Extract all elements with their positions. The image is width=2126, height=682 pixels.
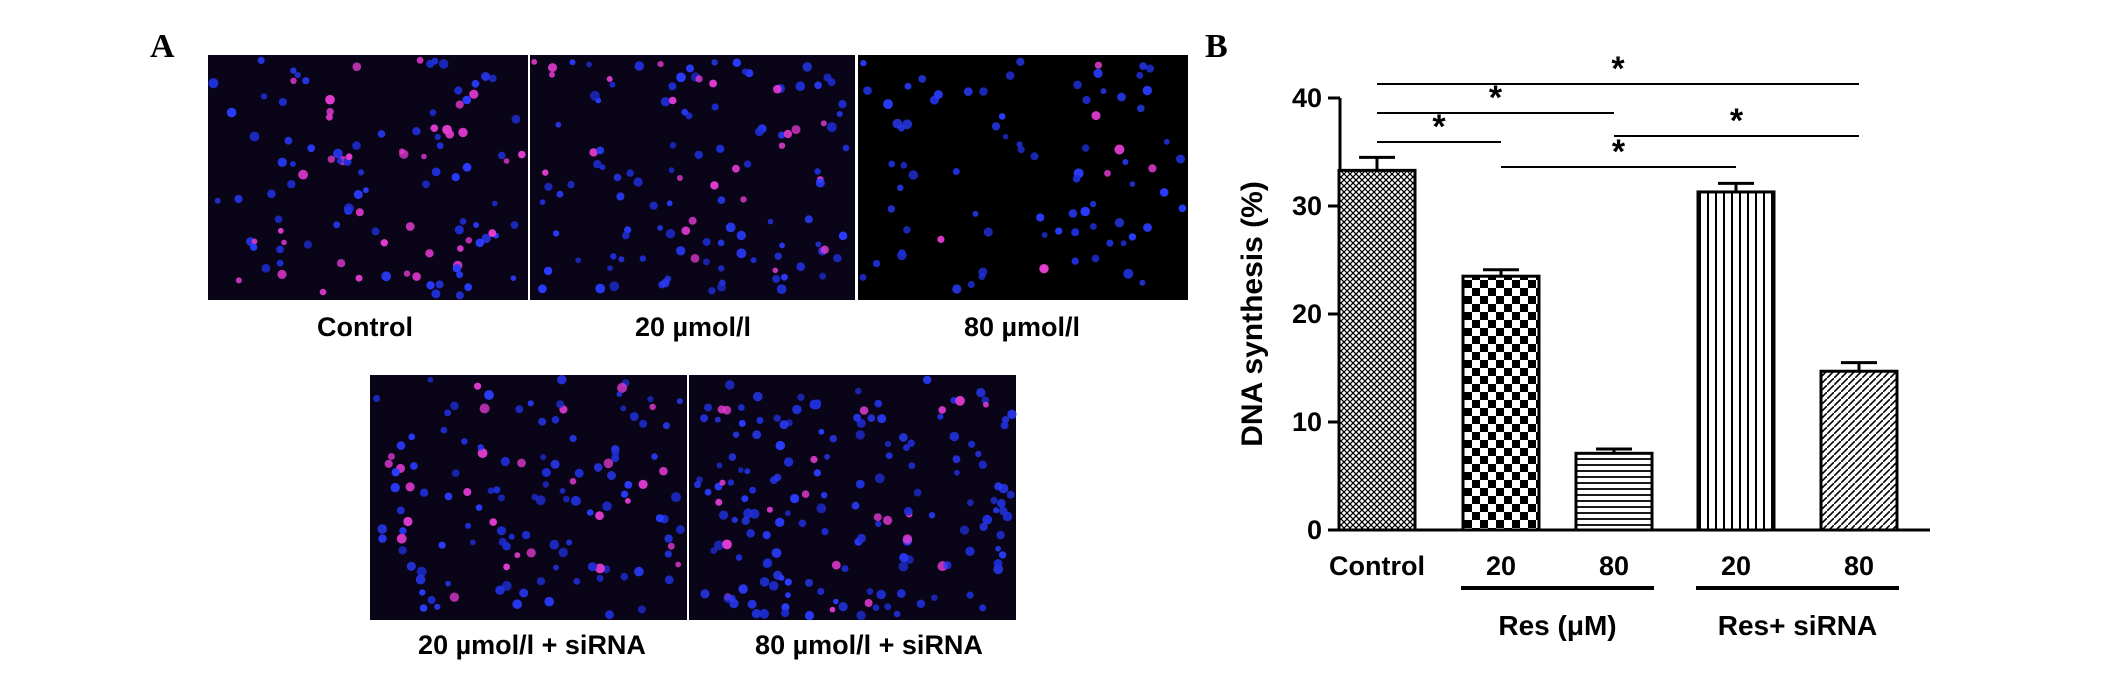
bar <box>1337 168 1417 532</box>
panel-a-letter: A <box>150 28 175 65</box>
caption-80umol: 80 µmol/l <box>963 312 1081 342</box>
micrograph-cells <box>208 56 1187 621</box>
micrograph-nuclei-0 <box>208 56 526 300</box>
x-tick-label: 20 <box>1486 551 1516 581</box>
x-tick-label: Control <box>1329 551 1425 581</box>
caption-80umol-sirna: 80 µmol/l + siRNA <box>755 630 983 660</box>
y-tick-label: 40 <box>1292 83 1322 113</box>
y-tick-label: 30 <box>1292 191 1322 221</box>
group-label: Res (μM) <box>1498 610 1616 641</box>
bar <box>1819 369 1899 532</box>
significance-star: * <box>1611 50 1625 88</box>
significance-star: * <box>1489 79 1503 117</box>
caption-20umol-sirna: 20 µmol/l + siRNA <box>418 630 646 660</box>
significance-star: * <box>1432 108 1446 146</box>
panel-b-letter: B <box>1205 28 1228 65</box>
x-tick-label: 80 <box>1599 551 1629 581</box>
bar <box>1574 451 1654 532</box>
caption-control: Control <box>317 312 413 342</box>
group-label: Res+ siRNA <box>1718 610 1878 641</box>
x-tick-label: 80 <box>1844 551 1874 581</box>
y-axis-label: DNA synthesis (%) <box>1236 181 1269 447</box>
significance-star: * <box>1730 102 1744 140</box>
caption-20umol: 20 µmol/l <box>634 312 752 342</box>
y-tick-label: 20 <box>1292 299 1322 329</box>
micrograph-nuclei-3 <box>373 375 685 620</box>
micrograph-nuclei-4 <box>694 375 1017 621</box>
micrograph-nuclei-2 <box>859 57 1187 294</box>
y-tick-label: 0 <box>1307 515 1322 545</box>
bar <box>1696 190 1776 532</box>
x-tick-label: 20 <box>1721 551 1751 581</box>
bar <box>1461 274 1541 532</box>
significance-star: * <box>1612 133 1626 171</box>
micrograph-nuclei-1 <box>531 58 850 295</box>
y-tick-label: 10 <box>1292 407 1322 437</box>
